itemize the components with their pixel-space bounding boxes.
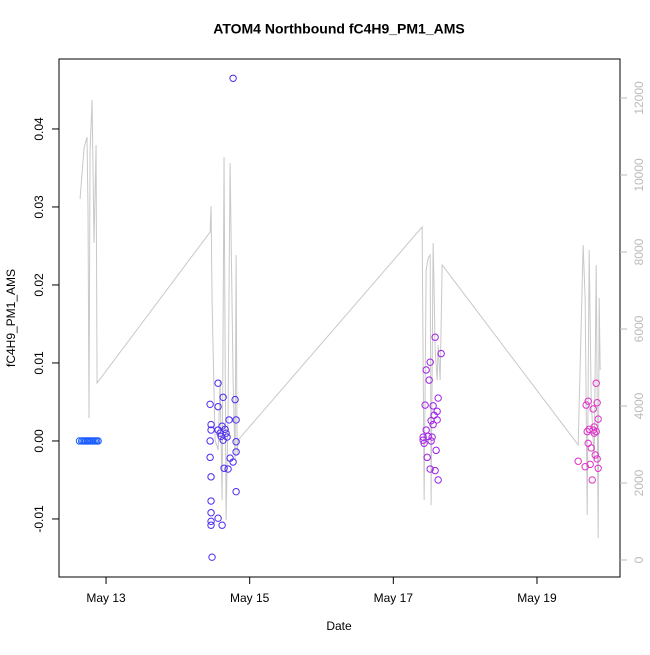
y-tick-label: 0.03 (32, 195, 46, 219)
point (593, 399, 601, 407)
point (232, 438, 240, 446)
chart-title: ATOM4 Northbound fC4H9_PM1_AMS (213, 21, 465, 37)
x-tick-label: May 15 (230, 591, 270, 605)
point (586, 460, 594, 469)
point (224, 465, 232, 473)
point (587, 444, 595, 452)
plot-frame (58, 58, 621, 578)
point (594, 464, 602, 472)
point (584, 397, 592, 405)
y2-tick-label: 4000 (632, 392, 646, 419)
point (221, 425, 229, 433)
point (591, 451, 599, 459)
point (574, 457, 582, 465)
point (206, 453, 214, 462)
point (429, 420, 437, 429)
point (588, 476, 596, 484)
point (592, 427, 600, 436)
point (429, 402, 437, 410)
point (218, 521, 226, 529)
point (590, 423, 598, 431)
y-tick-label: -0.01 (32, 505, 46, 533)
y-tick-label: 0.02 (32, 273, 46, 297)
point (433, 416, 441, 424)
point (220, 464, 228, 472)
line (79, 99, 601, 539)
point (207, 521, 215, 529)
point (582, 401, 590, 409)
point (421, 401, 429, 409)
point (426, 358, 434, 366)
point (229, 74, 237, 82)
point (594, 415, 602, 423)
point (437, 349, 445, 358)
x-axis-label: Date (326, 619, 352, 633)
point (434, 476, 442, 484)
point (425, 376, 433, 384)
x-tick-label: May 19 (517, 591, 557, 605)
point (207, 426, 215, 434)
point (232, 416, 240, 424)
point (214, 402, 222, 411)
point (222, 429, 230, 437)
point (219, 393, 227, 401)
point (592, 379, 600, 387)
point (431, 466, 439, 475)
y-axis-label: fC4H9_PM1_AMS (4, 269, 18, 367)
point (432, 446, 440, 455)
y-tick-label: 0.00 (32, 429, 46, 453)
point (207, 517, 215, 526)
point (214, 514, 222, 522)
y2-tick-label: 0 (632, 556, 646, 563)
y-tick-label: 0.01 (32, 351, 46, 375)
point (207, 473, 215, 481)
point (225, 416, 233, 424)
point (207, 420, 215, 429)
point (434, 394, 442, 402)
point (223, 433, 231, 441)
point (433, 407, 441, 416)
point (206, 400, 214, 409)
point (589, 405, 597, 413)
point (232, 487, 240, 496)
x-tick-label: May 13 (86, 591, 126, 605)
point (419, 436, 427, 444)
point (214, 379, 222, 387)
point (420, 439, 428, 448)
x-tick-label: May 17 (374, 591, 414, 605)
point (422, 366, 430, 374)
point (428, 433, 436, 441)
y2-tick-label: 12000 (632, 81, 646, 115)
y2-tick-label: 8000 (632, 238, 646, 265)
point (208, 553, 216, 561)
point (426, 465, 434, 473)
y2-tick-label: 2000 (632, 469, 646, 496)
point (423, 453, 431, 462)
point (231, 395, 239, 404)
point (206, 437, 214, 445)
point (431, 333, 439, 341)
y-tick-label: 0.04 (32, 117, 46, 141)
point (94, 437, 102, 445)
point (232, 448, 240, 456)
point (427, 437, 435, 445)
point (207, 509, 215, 517)
y2-tick-label: 6000 (632, 315, 646, 342)
point (593, 455, 601, 463)
point (229, 458, 237, 466)
y2-tick-label: 10000 (632, 158, 646, 192)
point (207, 497, 215, 505)
